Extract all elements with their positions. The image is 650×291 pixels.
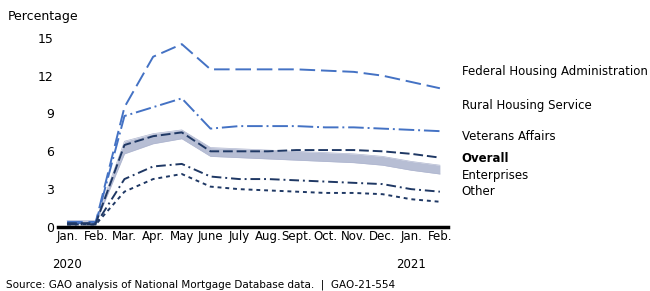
Text: Veterans Affairs: Veterans Affairs: [462, 130, 555, 143]
Text: Rural Housing Service: Rural Housing Service: [462, 100, 592, 112]
Text: 2021: 2021: [396, 258, 426, 271]
Text: Federal Housing Administration: Federal Housing Administration: [462, 65, 647, 78]
Text: Overall: Overall: [462, 152, 509, 165]
Text: Percentage: Percentage: [8, 10, 79, 23]
Text: Other: Other: [462, 184, 495, 198]
Text: Enterprises: Enterprises: [462, 169, 528, 182]
Text: 2020: 2020: [52, 258, 82, 271]
Text: Source: GAO analysis of National Mortgage Database data.  |  GAO-21-554: Source: GAO analysis of National Mortgag…: [6, 279, 396, 290]
